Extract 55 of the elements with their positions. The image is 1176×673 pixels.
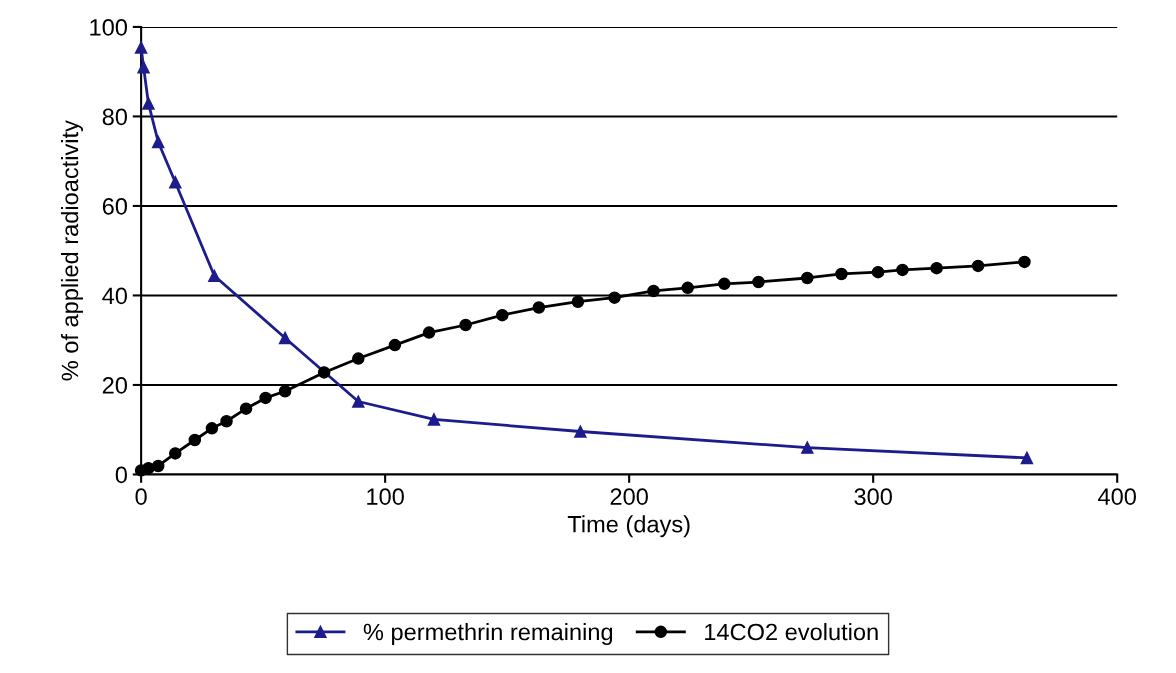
point bbox=[205, 422, 219, 435]
point bbox=[388, 338, 402, 352]
point bbox=[208, 269, 221, 283]
point bbox=[239, 402, 253, 415]
point bbox=[317, 366, 331, 379]
point bbox=[801, 441, 814, 454]
point bbox=[718, 277, 731, 291]
point bbox=[871, 265, 885, 279]
y-tick-label: 40 bbox=[102, 287, 127, 305]
x-tick-label: 300 bbox=[854, 488, 892, 505]
x-tick-label: 100 bbox=[367, 488, 404, 505]
point bbox=[574, 425, 587, 438]
point bbox=[752, 275, 765, 289]
point bbox=[259, 391, 272, 405]
point bbox=[137, 60, 150, 74]
y-tick-label: 100 bbox=[90, 18, 128, 36]
point bbox=[352, 352, 365, 365]
point bbox=[971, 259, 985, 273]
point bbox=[835, 267, 848, 281]
point bbox=[134, 41, 148, 54]
y-axis-title: % of applied radioactivity bbox=[60, 120, 83, 381]
point bbox=[427, 413, 441, 426]
x-tick-label: 0 bbox=[135, 488, 147, 505]
point bbox=[352, 395, 365, 408]
point bbox=[681, 281, 694, 295]
y-tick-label: 0 bbox=[115, 466, 127, 484]
legend-label: % permethrin remaining bbox=[363, 623, 613, 646]
point bbox=[459, 318, 472, 332]
point bbox=[422, 326, 436, 339]
point bbox=[278, 384, 292, 398]
x-axis-title: Time (days) bbox=[567, 515, 690, 538]
point bbox=[1020, 451, 1034, 465]
point bbox=[169, 447, 182, 460]
point bbox=[151, 135, 165, 149]
point bbox=[496, 308, 509, 322]
point bbox=[1018, 255, 1031, 269]
point bbox=[571, 295, 585, 308]
point bbox=[532, 301, 546, 314]
point bbox=[647, 284, 660, 298]
y-tick-label: 80 bbox=[102, 108, 127, 126]
point bbox=[896, 263, 909, 277]
y-tick-label: 20 bbox=[102, 377, 127, 394]
point bbox=[142, 97, 155, 110]
point bbox=[188, 433, 202, 447]
point bbox=[278, 331, 292, 345]
point bbox=[930, 261, 943, 275]
x-tick-label: 200 bbox=[610, 488, 648, 505]
legend-label: 14CO2 evolution bbox=[705, 623, 878, 641]
point bbox=[608, 291, 621, 304]
point bbox=[169, 175, 182, 189]
point bbox=[801, 271, 814, 285]
y-tick-label: 60 bbox=[102, 198, 127, 215]
point bbox=[151, 459, 165, 473]
x-tick-label: 400 bbox=[1098, 488, 1136, 505]
point bbox=[220, 414, 233, 428]
